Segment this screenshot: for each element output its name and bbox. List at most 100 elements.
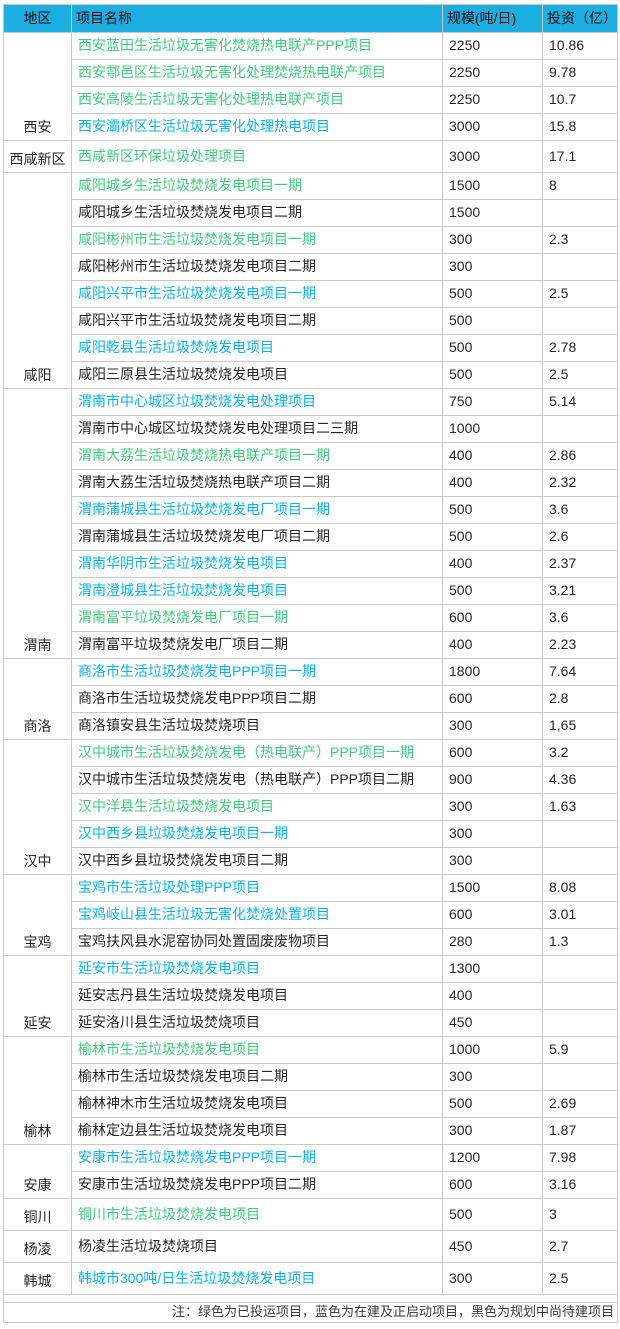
investment-cell: 2.8	[542, 685, 618, 713]
table-row: 渭南富平垃圾焚烧发电厂项目一期 600 3.6	[4, 604, 618, 632]
table-row: 延安志丹县生活垃圾焚烧发电项目 400	[4, 982, 618, 1010]
investment-cell: 2.3	[542, 226, 618, 254]
project-name-cell: 商洛市生活垃圾焚烧发电PPP项目一期	[71, 658, 443, 686]
table-row: 渭南蒲城县生活垃圾焚烧发电厂项目二期 500 2.6	[4, 523, 618, 551]
scale-cell: 400	[442, 982, 543, 1010]
scale-cell: 500	[442, 280, 543, 308]
investment-cell: 1.3	[542, 928, 618, 956]
scale-cell: 2250	[442, 59, 543, 87]
project-name-cell: 宝鸡岐山县生活垃圾无害化焚烧处置项目	[71, 901, 443, 929]
project-name-cell: 汉中洋县生活垃圾焚烧发电项目	[71, 793, 443, 821]
investment-cell	[542, 847, 618, 875]
investment-cell: 2.23	[542, 631, 618, 659]
investment-cell: 8	[542, 172, 618, 200]
table-row: 延安 延安市生活垃圾焚烧发电项目 1300	[3, 955, 618, 1037]
project-name-cell: 安康市生活垃圾焚烧发电PPP项目二期	[71, 1171, 443, 1199]
table-header: 地区 项目名称 规模(吨/日) 投资（亿）	[3, 4, 618, 33]
project-name-cell: 汉中西乡县垃圾焚烧发电项目二期	[71, 847, 443, 875]
region-cell: 延安	[3, 955, 72, 1037]
table-row: 咸阳三原县生活垃圾焚烧发电项目 500 2.5	[4, 361, 618, 389]
scale-cell: 900	[442, 766, 543, 794]
note-row: 注：绿色为已投运项目，蓝色为在建及正启动项目，黑色为规划中尚待建项目	[3, 1302, 618, 1323]
project-name-cell: 咸阳城乡生活垃圾焚烧发电项目一期	[71, 172, 443, 200]
project-name-cell: 商洛市生活垃圾焚烧发电PPP项目二期	[71, 685, 443, 713]
investment-cell	[542, 253, 618, 281]
project-name-cell: 西安高陵生活垃圾无害化处理热电联产项目	[71, 86, 443, 114]
project-name-cell: 宝鸡扶风县水泥窑协同处置固废废物项目	[71, 928, 443, 956]
investment-cell: 2.5	[542, 1262, 618, 1295]
project-name-cell: 榆林市生活垃圾焚烧发电项目	[71, 1036, 443, 1064]
table-row: 咸阳兴平市生活垃圾焚烧发电项目二期 500	[4, 307, 618, 335]
table-row: 榆林神木市生活垃圾焚烧发电项目 500 2.69	[4, 1090, 618, 1118]
table-row: 咸阳彬州市生活垃圾焚烧发电项目二期 300	[4, 253, 618, 281]
scale-cell: 400	[442, 442, 543, 470]
projects-table: 地区 项目名称 规模(吨/日) 投资（亿） 西安 西安蓝田生活垃圾无害化焚烧热电联…	[3, 4, 618, 1323]
project-name-cell: 咸阳兴平市生活垃圾焚烧发电项目二期	[71, 307, 443, 335]
project-name-cell: 西安鄠邑区生活垃圾无害化处理焚烧热电联产项目	[71, 59, 443, 87]
project-name-cell: 渭南大荔生活垃圾焚烧热电联产项目二期	[71, 469, 443, 497]
table-row: 延安洛川县生活垃圾焚烧项目 450	[4, 1009, 618, 1037]
investment-cell: 2.5	[542, 280, 618, 308]
region-cell: 渭南	[3, 388, 72, 659]
project-name-cell: 汉中城市生活垃圾焚烧发电（热电联产）PPP项目二期	[71, 766, 443, 794]
project-name-cell: 延安市生活垃圾焚烧发电项目	[71, 955, 443, 983]
column-header-scale: 规模(吨/日)	[442, 4, 543, 33]
project-name-cell: 西安蓝田生活垃圾无害化焚烧热电联产PPP项目	[71, 32, 443, 60]
scale-cell: 1300	[442, 955, 543, 983]
scale-cell: 600	[442, 604, 543, 632]
scale-cell: 750	[442, 388, 543, 416]
scale-cell: 300	[442, 226, 543, 254]
scale-cell: 400	[442, 631, 543, 659]
project-name-cell: 渭南富平垃圾焚烧发电厂项目二期	[71, 631, 443, 659]
investment-cell: 5.9	[542, 1036, 618, 1064]
project-name-cell: 渭南市中心城区垃圾焚烧发电处理项目	[71, 388, 443, 416]
region-cell: 铜川	[3, 1198, 72, 1231]
table-row: 汉中西乡县垃圾焚烧发电项目二期 300	[4, 847, 618, 875]
table-row: 汉中城市生活垃圾焚烧发电（热电联产）PPP项目二期 900 4.36	[4, 766, 618, 794]
investment-cell: 10.86	[542, 32, 618, 60]
table-row: 渭南蒲城县生活垃圾焚烧发电厂项目一期 500 3.6	[4, 496, 618, 524]
scale-cell: 500	[442, 577, 543, 605]
project-name-cell: 咸阳乾县生活垃圾焚烧发电项目	[71, 334, 443, 362]
investment-cell	[542, 415, 618, 443]
scale-cell: 3000	[442, 113, 543, 141]
investment-cell: 1.63	[542, 793, 618, 821]
table-row: 渭南富平垃圾焚烧发电厂项目二期 400 2.23	[4, 631, 618, 659]
table-row: 汉中西乡县垃圾焚烧发电项目一期 300	[4, 820, 618, 848]
scale-cell: 1500	[442, 874, 543, 902]
investment-cell: 3.2	[542, 739, 618, 767]
project-name-cell: 汉中西乡县垃圾焚烧发电项目一期	[71, 820, 443, 848]
column-header-project-name: 项目名称	[71, 4, 443, 33]
table-row: 咸阳 咸阳城乡生活垃圾焚烧发电项目一期 1500 8	[3, 172, 618, 389]
project-name-cell: 榆林定边县生活垃圾焚烧发电项目	[71, 1117, 443, 1145]
table-row: 西安鄠邑区生活垃圾无害化处理焚烧热电联产项目 2250 9.78	[4, 59, 618, 87]
scale-cell: 500	[442, 1198, 543, 1231]
investment-cell	[542, 1063, 618, 1091]
table-row: 咸阳彬州市生活垃圾焚烧发电项目一期 300 2.3	[4, 226, 618, 254]
scale-cell: 600	[442, 685, 543, 713]
investment-cell: 2.6	[542, 523, 618, 551]
table-row: 西安灞桥区生活垃圾无害化处理热电项目 3000 15.8	[4, 113, 618, 141]
scale-cell: 1000	[442, 1036, 543, 1064]
project-name-cell: 渭南蒲城县生活垃圾焚烧发电厂项目一期	[71, 496, 443, 524]
project-name-cell: 汉中城市生活垃圾焚烧发电（热电联产）PPP项目一期	[71, 739, 443, 767]
investment-cell	[542, 820, 618, 848]
table-row: 咸阳城乡生活垃圾焚烧发电项目二期 1500	[4, 199, 618, 227]
project-name-cell: 渭南大荔生活垃圾焚烧热电联产项目一期	[71, 442, 443, 470]
project-name-cell: 渭南富平垃圾焚烧发电厂项目一期	[71, 604, 443, 632]
scale-cell: 500	[442, 1090, 543, 1118]
project-name-cell: 榆林市生活垃圾焚烧发电项目二期	[71, 1063, 443, 1091]
investment-cell	[542, 982, 618, 1010]
table-row: 咸阳乾县生活垃圾焚烧发电项目 500 2.78	[4, 334, 618, 362]
region-cell: 西咸新区	[3, 140, 72, 173]
table-row: 安康市生活垃圾焚烧发电PPP项目二期 600 3.16	[4, 1171, 618, 1199]
scale-cell: 500	[442, 361, 543, 389]
investment-cell: 10.7	[542, 86, 618, 114]
investment-cell: 5.14	[542, 388, 618, 416]
scale-cell: 2250	[442, 32, 543, 60]
scale-cell: 1500	[442, 172, 543, 200]
investment-cell: 17.1	[542, 140, 618, 173]
table-row: 安康 安康市生活垃圾焚烧发电PPP项目一期 1200 7.98	[3, 1144, 618, 1199]
table-body: 西安 西安蓝田生活垃圾无害化焚烧热电联产PPP项目 2250 10.86 西安鄠邑区生活…	[3, 32, 618, 1295]
